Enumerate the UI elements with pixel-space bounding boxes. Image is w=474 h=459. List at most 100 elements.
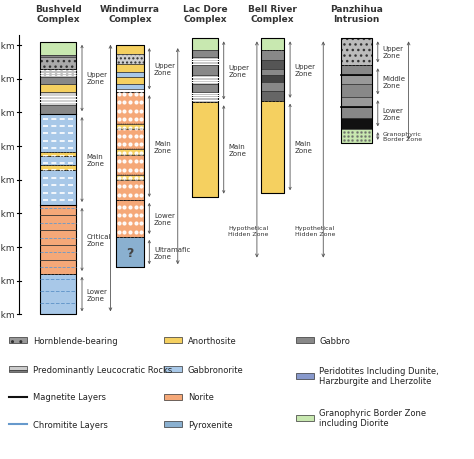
Bar <box>40 56 76 58</box>
Text: 4 km: 4 km <box>0 176 14 185</box>
Bar <box>261 70 284 76</box>
Text: Middle
Zone: Middle Zone <box>383 76 406 89</box>
Text: Main
Zone: Main Zone <box>87 154 105 167</box>
Text: Upper
Zone: Upper Zone <box>383 46 403 59</box>
Text: Granophyric Border Zone
including Diorite: Granophyric Border Zone including Diorit… <box>319 408 426 427</box>
Bar <box>261 39 284 194</box>
Bar <box>341 85 372 98</box>
Bar <box>116 150 144 155</box>
Text: Pyroxenite: Pyroxenite <box>188 420 232 429</box>
Text: 1 km: 1 km <box>0 276 14 285</box>
Bar <box>164 337 182 344</box>
Text: Hypothetical
Hidden Zone: Hypothetical Hidden Zone <box>228 225 269 236</box>
Text: 6 km: 6 km <box>0 109 14 118</box>
Bar <box>116 46 144 268</box>
Bar <box>164 366 182 373</box>
Bar <box>341 118 372 130</box>
Bar <box>9 366 27 373</box>
Bar <box>116 125 144 130</box>
Text: Lower
Zone: Lower Zone <box>87 288 108 301</box>
Bar <box>40 70 76 78</box>
Bar <box>116 175 144 180</box>
Bar <box>116 201 144 237</box>
Bar <box>40 165 76 170</box>
Text: Gabbro: Gabbro <box>319 336 350 345</box>
Bar <box>40 115 76 206</box>
Bar <box>40 274 76 314</box>
Bar <box>296 414 313 421</box>
Bar <box>192 39 218 197</box>
Bar <box>40 78 76 85</box>
Text: Chromitite Layers: Chromitite Layers <box>33 420 108 429</box>
Text: Main
Zone: Main Zone <box>295 141 313 154</box>
Bar <box>341 39 372 143</box>
Text: 2 km: 2 km <box>0 243 14 252</box>
Bar <box>116 85 144 90</box>
Bar <box>341 76 372 85</box>
Text: Panzhihua
Intrusion: Panzhihua Intrusion <box>330 5 383 24</box>
Bar <box>116 73 144 78</box>
Bar <box>9 337 27 344</box>
Bar <box>341 130 372 143</box>
Text: Upper
Zone: Upper Zone <box>154 63 175 76</box>
Text: Bell River
Complex: Bell River Complex <box>248 5 297 24</box>
Text: Anorthosite: Anorthosite <box>188 336 237 345</box>
Bar <box>40 85 76 93</box>
Text: Main
Zone: Main Zone <box>228 144 246 157</box>
Bar <box>192 93 218 103</box>
Bar <box>261 39 284 51</box>
Text: Upper
Zone: Upper Zone <box>295 64 316 77</box>
Text: 3 km: 3 km <box>0 209 14 218</box>
Bar <box>296 373 313 379</box>
Bar <box>296 337 313 344</box>
Bar <box>261 76 284 83</box>
Text: Magnetite Layers: Magnetite Layers <box>33 392 106 401</box>
Bar <box>40 43 76 314</box>
Bar <box>192 58 218 66</box>
Bar <box>261 83 284 91</box>
Bar <box>40 106 76 115</box>
Text: Hornblende-bearing: Hornblende-bearing <box>33 336 118 345</box>
Bar <box>116 65 144 73</box>
Text: Lower
Zone: Lower Zone <box>154 213 175 225</box>
Text: Bushveld
Complex: Bushveld Complex <box>35 5 82 24</box>
Text: Norite: Norite <box>188 392 214 401</box>
Bar <box>116 78 144 85</box>
Bar <box>261 51 284 61</box>
Bar <box>192 66 218 76</box>
Text: Main
Zone: Main Zone <box>154 140 172 153</box>
Bar <box>192 51 218 58</box>
Text: Hypothetical
Hidden Zone: Hypothetical Hidden Zone <box>295 225 335 236</box>
Bar <box>192 76 218 85</box>
Bar <box>40 43 76 56</box>
Text: Critical
Zone: Critical Zone <box>87 234 111 246</box>
Bar <box>192 39 218 51</box>
Bar <box>164 394 182 400</box>
Bar <box>261 91 284 101</box>
Bar <box>40 56 76 70</box>
Text: ?: ? <box>126 246 134 259</box>
Text: Upper
Zone: Upper Zone <box>87 73 108 85</box>
Text: 8 km: 8 km <box>0 42 14 50</box>
Text: Ultramafic
Zone: Ultramafic Zone <box>154 246 191 259</box>
Text: Lower
Zone: Lower Zone <box>383 107 403 121</box>
Bar <box>40 153 76 157</box>
Bar <box>261 101 284 194</box>
Bar <box>116 46 144 55</box>
Bar <box>261 61 284 70</box>
Bar <box>40 206 76 274</box>
Text: Upper
Zone: Upper Zone <box>228 65 249 78</box>
Text: Predominantly Leucocratic Rocks: Predominantly Leucocratic Rocks <box>33 365 172 374</box>
Bar <box>116 237 144 268</box>
Text: Gabbronorite: Gabbronorite <box>188 365 244 374</box>
Text: Windimurra
Complex: Windimurra Complex <box>100 5 160 24</box>
Bar <box>40 93 76 106</box>
Bar <box>341 39 372 66</box>
Text: 0 km: 0 km <box>0 310 14 319</box>
Text: 7 km: 7 km <box>0 75 14 84</box>
Bar <box>192 85 218 93</box>
Bar <box>116 55 144 65</box>
Bar <box>116 93 144 201</box>
Bar <box>341 98 372 108</box>
Bar <box>164 421 182 427</box>
